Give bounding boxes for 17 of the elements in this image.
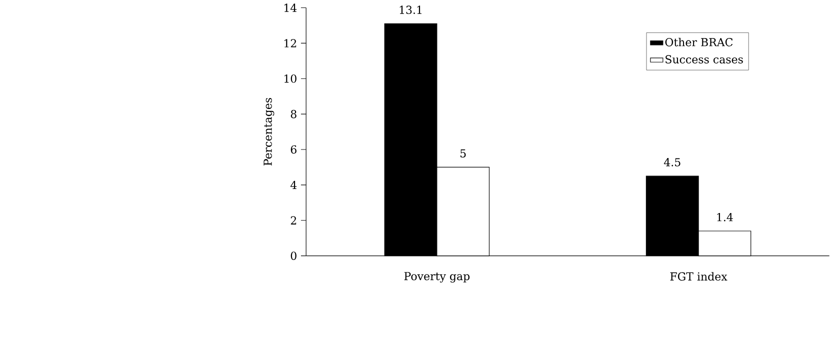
data-label: 1.4 [717, 212, 733, 222]
y-tick-label: 4 [290, 180, 297, 189]
x-tick-label: FGT index [670, 272, 728, 280]
y-axis-title: Percentages [264, 98, 274, 166]
data-label: 4.5 [664, 158, 680, 166]
y-tick-label: 6 [290, 145, 296, 154]
y-tick-label: 2 [290, 216, 296, 224]
y-tick-label: 0 [290, 252, 296, 260]
data-label: 5 [460, 149, 466, 158]
y-tick-label: 8 [290, 110, 296, 118]
y-tick-label: 10 [284, 74, 296, 83]
y-tick-label: 12 [284, 38, 296, 48]
legend-label: Success cases [666, 55, 743, 64]
data-label: 13.1 [400, 6, 422, 14]
x-tick-label: Poverty gap [404, 272, 470, 282]
legend-label: Other BRAC [665, 38, 733, 46]
y-tick-label: 14 [284, 4, 297, 12]
